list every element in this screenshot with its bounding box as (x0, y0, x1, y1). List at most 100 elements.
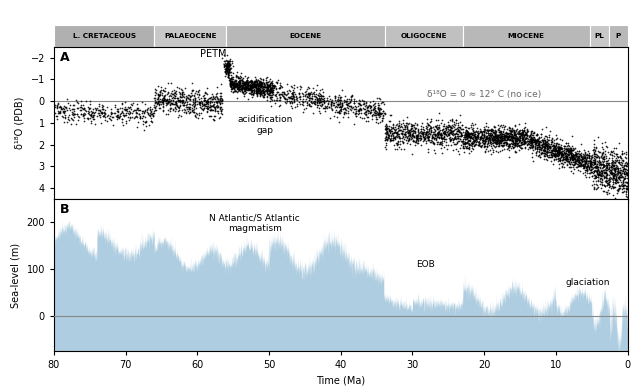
Point (219, 57, 230, 64)
Point (132, 113, 142, 120)
Point (498, 136, 508, 143)
Point (304, 90, 314, 97)
Point (172, 98, 183, 104)
Point (335, 106, 346, 112)
Point (615, 154, 625, 160)
Point (242, 77, 252, 83)
Point (517, 135, 527, 141)
Point (289, 98, 299, 104)
Point (422, 131, 432, 138)
Point (503, 133, 514, 140)
Point (489, 129, 500, 136)
Point (237, 82, 247, 89)
Point (361, 112, 372, 118)
Point (593, 166, 604, 172)
Point (165, 99, 176, 106)
Point (255, 87, 265, 93)
Point (407, 131, 417, 138)
Point (226, 65, 236, 71)
Point (126, 101, 136, 107)
Point (290, 94, 301, 100)
Point (554, 144, 564, 150)
Point (607, 179, 618, 185)
Point (552, 152, 562, 159)
Point (453, 128, 463, 134)
Point (505, 127, 515, 133)
Point (67, 110, 77, 117)
Point (337, 87, 347, 94)
Point (541, 152, 552, 158)
Point (285, 99, 295, 105)
Point (542, 142, 552, 149)
Point (515, 134, 525, 140)
Point (257, 90, 268, 96)
Point (533, 142, 543, 148)
Point (498, 129, 508, 135)
Point (287, 95, 297, 101)
Point (614, 183, 624, 189)
Point (614, 169, 624, 176)
Point (224, 61, 234, 67)
Point (110, 110, 120, 117)
Point (440, 125, 450, 131)
Point (340, 98, 350, 104)
Point (526, 137, 536, 143)
Point (561, 153, 571, 159)
Point (236, 78, 247, 84)
Point (526, 138, 536, 144)
Point (262, 83, 273, 89)
Point (289, 99, 299, 105)
Point (581, 152, 591, 158)
Point (265, 80, 275, 87)
Point (175, 99, 185, 105)
Point (586, 166, 597, 172)
Point (176, 96, 186, 103)
Point (67, 108, 77, 115)
Point (373, 102, 383, 108)
Point (251, 90, 261, 96)
Point (158, 98, 168, 104)
Point (437, 135, 447, 142)
Point (374, 107, 384, 113)
Point (515, 137, 525, 143)
Point (117, 116, 127, 122)
Point (262, 83, 273, 89)
Point (578, 164, 588, 170)
Point (373, 113, 384, 120)
Point (495, 128, 505, 135)
Point (588, 151, 598, 158)
Point (60, 104, 70, 110)
Point (592, 167, 602, 173)
Point (602, 160, 612, 167)
Point (412, 136, 422, 142)
Point (261, 84, 271, 90)
Point (232, 82, 242, 88)
Point (476, 128, 486, 134)
Point (223, 61, 233, 67)
Point (488, 135, 498, 142)
Point (589, 155, 599, 161)
Point (604, 179, 614, 185)
Point (316, 95, 327, 101)
Point (326, 100, 336, 106)
Point (194, 96, 204, 102)
Point (469, 135, 479, 142)
Point (371, 119, 381, 126)
Point (431, 135, 441, 141)
Point (177, 94, 187, 100)
Point (472, 125, 482, 131)
Point (146, 115, 157, 121)
Point (228, 74, 238, 81)
Point (474, 139, 484, 145)
Point (613, 165, 623, 171)
Point (495, 131, 505, 138)
Point (242, 87, 252, 94)
Point (391, 140, 401, 146)
Point (476, 143, 486, 149)
Point (612, 163, 623, 169)
Point (146, 111, 156, 117)
Point (224, 57, 234, 64)
Point (197, 101, 207, 107)
Point (242, 78, 252, 84)
Point (456, 133, 467, 139)
